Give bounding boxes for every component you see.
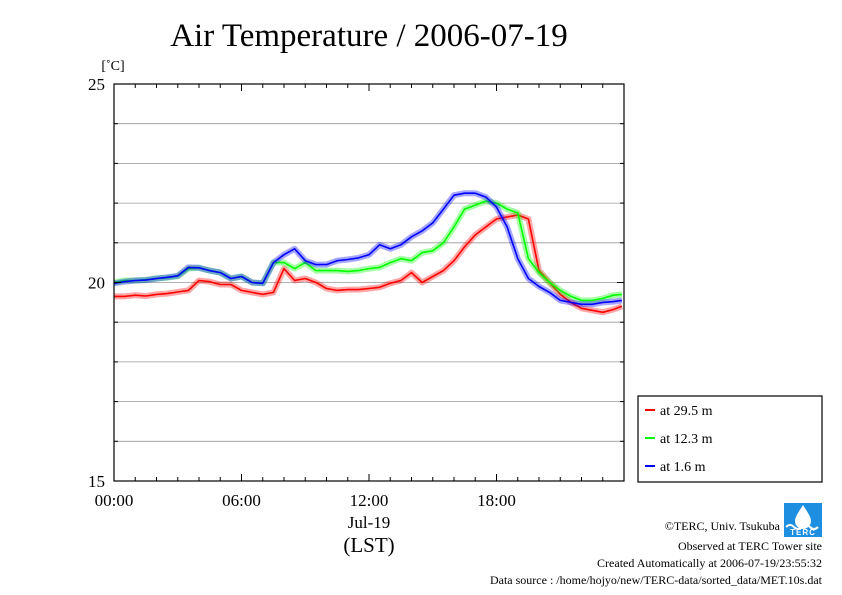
y-axis-unit-label: [˚C]: [101, 59, 124, 74]
logo-text: TERC: [790, 528, 816, 537]
series-line-at-29-5-m: [114, 214, 623, 314]
footer-observed-site: Observed at TERC Tower site: [678, 539, 822, 553]
wave-icon: [785, 524, 819, 530]
x-tick-label: 12:00: [350, 491, 389, 510]
x-tick-label: 06:00: [222, 491, 261, 510]
legend-label: at 1.6 m: [660, 460, 706, 475]
axis-ticks: [113, 83, 625, 482]
legend: at 29.5 m at 12.3 m at 1.6 m: [637, 395, 823, 483]
terc-logo: TERC: [784, 503, 822, 537]
x-tick-label: 18:00: [477, 491, 516, 510]
x-axis-date-label: Jul-19: [348, 513, 391, 532]
y-tick-label: 20: [88, 274, 105, 293]
grid-lines: [114, 123, 624, 442]
series-band-at-29-5-m: [114, 212, 623, 316]
chart-title: Air Temperature / 2006-07-19: [170, 18, 568, 54]
x-axis-label: (LST): [343, 533, 394, 557]
footer-copyright: ©TERC, Univ. Tsukuba: [665, 519, 781, 533]
footer-data-source: Data source : /home/hojyo/new/TERC-data/…: [490, 573, 823, 587]
legend-box: [637, 395, 823, 483]
footer-created-time: Created Automatically at 2006-07-19/23:5…: [597, 556, 822, 570]
y-tick-label: 15: [88, 472, 105, 491]
series-layer: [113, 190, 623, 316]
x-tick-label: 00:00: [95, 491, 134, 510]
legend-label: at 12.3 m: [660, 432, 713, 447]
legend-label: at 29.5 m: [660, 404, 713, 419]
y-tick-label: 25: [88, 75, 105, 94]
series-line-at-1-6-m: [113, 192, 623, 306]
water-drop-icon: [795, 505, 811, 529]
axis-tick-labels: 15 20 25 00:00 06:00 12:00 18:00: [88, 75, 516, 510]
